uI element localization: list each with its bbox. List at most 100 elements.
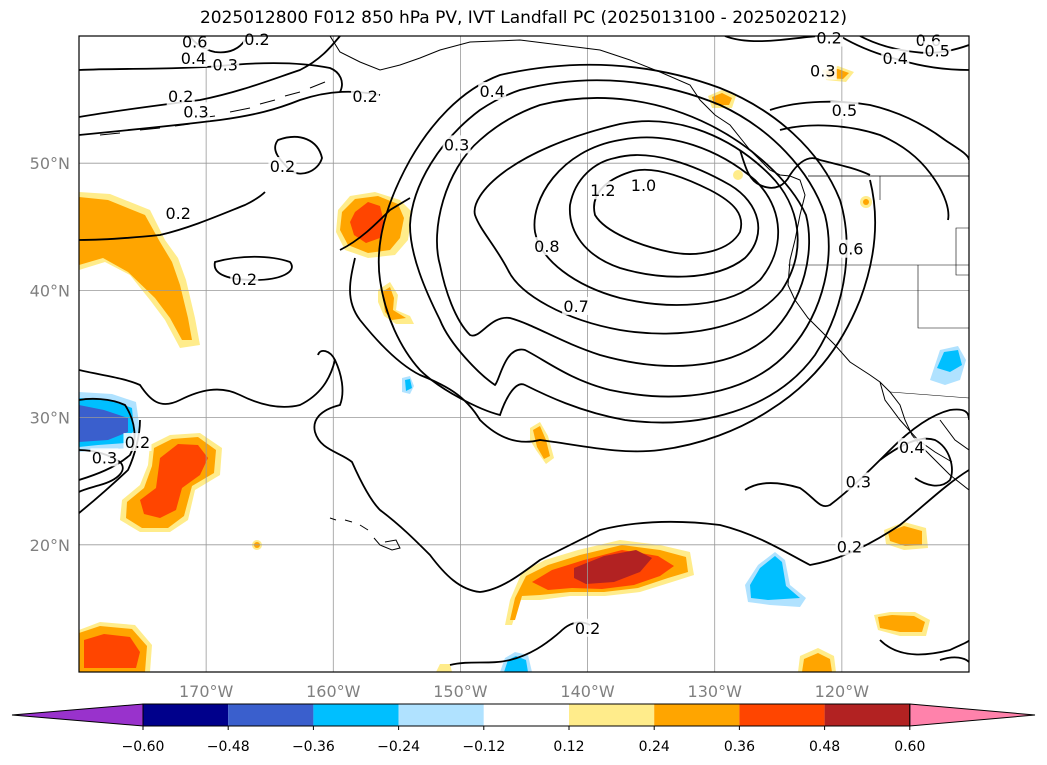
lon-tick-labels: 170°W 160°W 150°W 140°W 130°W 120°W (179, 682, 869, 701)
contour-label: 0.3 (810, 62, 835, 81)
colorbar-tick-label: 0.36 (724, 739, 755, 755)
colorbar-extend-high (909, 703, 1036, 727)
contour-line (409, 79, 830, 398)
contour-label: 0.3 (846, 472, 871, 491)
contour-line (879, 639, 969, 656)
lon-tick-label: 120°W (815, 682, 870, 701)
contour-label-bg (179, 48, 208, 67)
contour-line (339, 179, 877, 453)
contour-line (213, 255, 293, 281)
contour-label: 0.2 (125, 433, 150, 452)
contour-label-bg (923, 41, 952, 60)
alaska-coast (329, 36, 761, 161)
bc-coast (759, 159, 806, 241)
baja-coast (879, 381, 969, 463)
contour-label: 0.3 (444, 135, 469, 154)
contour-label-bg (562, 296, 591, 315)
colorbar-tick-label: 0.12 (553, 739, 584, 755)
contour-label-bg (897, 438, 926, 457)
contour-label: 0.2 (270, 157, 295, 176)
contour-line (377, 63, 848, 424)
shade-positive-blob (84, 634, 140, 668)
colorbar-segment (228, 704, 314, 726)
colorbar: −0.60 −0.48 −0.36 −0.24 −0.12 0.12 0.24 0.36 0.4… (11, 703, 1036, 755)
contour-labels: 0.60.4 0.30.20.30.20.20.20.40.30.20.21.2 1… (90, 28, 952, 638)
shade-positive-blob (574, 550, 652, 584)
contour-label: 0.2 (837, 537, 862, 556)
shade-positive-blob (712, 93, 732, 105)
colorbar-segment (313, 704, 399, 726)
contour-line (79, 36, 341, 118)
colorbar-tick-label: 0.48 (809, 739, 840, 755)
contour-label-bg (181, 102, 210, 121)
contour-label-bg (478, 81, 507, 100)
shade-positive-blob (350, 202, 384, 243)
shade-positive-dot (733, 170, 743, 180)
contour-label-bg (836, 239, 865, 258)
contour-label: 0.2 (352, 87, 377, 106)
lat-tick-label: 50°N (30, 154, 70, 173)
map-title: 2025012800 F012 850 hPa PV, IVT Landfall… (199, 8, 847, 28)
contour-label: 0.8 (534, 237, 559, 256)
contour-label: 0.5 (924, 41, 949, 60)
pv-shading (79, 66, 966, 672)
contour-label-bg (808, 61, 837, 80)
colorbar-tick-label: −0.60 (122, 739, 165, 755)
contour-line (436, 97, 810, 367)
colorbar-extend-low (11, 703, 144, 727)
colorbar-tick-label: −0.48 (207, 739, 250, 755)
contour-label-bg (835, 537, 864, 556)
lon-tick-label: 140°W (560, 682, 615, 701)
contour-line (593, 168, 743, 255)
colorbar-segment (569, 704, 655, 726)
contour-label-bg (90, 448, 119, 467)
contour-label: 0.3 (212, 55, 237, 74)
contour-label: 0.2 (165, 204, 190, 223)
colorbar-tick-label: 0.60 (894, 739, 925, 755)
colorbar-segment (739, 704, 825, 726)
colorbar-frame (142, 703, 911, 727)
contour-label-bg (830, 101, 859, 120)
contour-label-bg (166, 87, 195, 106)
colorbar-segment (654, 704, 740, 726)
shade-positive-blob (878, 615, 925, 632)
shade-positive-blob (79, 197, 192, 340)
contour-line (79, 397, 136, 481)
contour-label: 1.0 (631, 176, 656, 195)
lon-tick-label: 150°W (433, 682, 488, 701)
border-states (788, 176, 969, 329)
contour-label-bg (588, 181, 617, 200)
colorbar-tick-label: 0.24 (639, 739, 670, 755)
contour-line (724, 36, 821, 43)
lon-tick-label: 170°W (179, 682, 234, 701)
contour-label-bg (180, 32, 209, 51)
contour-line (744, 408, 969, 508)
shade-positive-blob (140, 444, 208, 518)
contour-line (939, 656, 969, 663)
contour-label: 0.7 (563, 297, 588, 316)
contour-line (79, 62, 343, 93)
contour-label: 0.2 (168, 87, 193, 106)
shade-positive-dot (863, 199, 869, 205)
contour-label-bg (629, 176, 658, 195)
contour-label: 0.6 (182, 32, 207, 51)
shade-negative-blob (750, 556, 800, 600)
contour-line (779, 124, 950, 221)
contour-label: 0.4 (479, 82, 504, 101)
shade-negative-blob (937, 350, 962, 372)
contour-line (274, 136, 323, 175)
contour-label-bg (573, 618, 602, 637)
contour-label: 0.6 (838, 240, 863, 259)
shade-negative-blob (405, 379, 412, 391)
contour-label: 0.2 (244, 30, 269, 49)
shade-positive-blob (436, 664, 452, 672)
contour-label-bg (815, 28, 844, 47)
contour-label: 0.2 (232, 270, 257, 289)
hawaii-islands (329, 517, 401, 551)
contour-line (313, 359, 969, 593)
colorbar-tick-label: −0.12 (462, 739, 505, 755)
contour-line (739, 149, 871, 189)
contour-label: 0.3 (183, 102, 208, 121)
lat-tick-label: 20°N (30, 536, 70, 555)
lon-tick-label: 130°W (688, 682, 743, 701)
